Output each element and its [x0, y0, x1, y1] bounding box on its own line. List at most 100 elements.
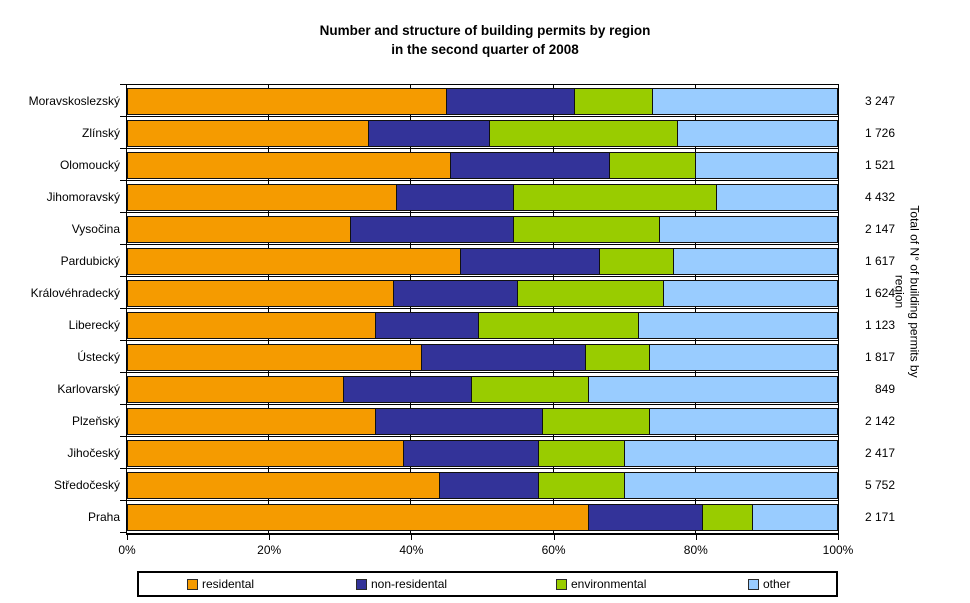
bar-segment-environmental [478, 311, 639, 339]
region-label: Ústecký [77, 350, 120, 364]
region-label: Jihočeský [67, 446, 120, 460]
bar-segment-other [624, 471, 838, 499]
region-label: Královéhradecký [30, 286, 120, 300]
category-tick [120, 276, 126, 277]
region-label: Karlovarský [57, 382, 120, 396]
category-separator-line [127, 404, 838, 405]
bar-segment-other [674, 247, 838, 275]
category-tick [120, 532, 126, 533]
total-value: 2 171 [864, 510, 895, 524]
region-label: Moravskoslezský [28, 94, 120, 108]
category-separator-line [127, 244, 838, 245]
total-value: 1 726 [864, 126, 895, 140]
region-label: Vysočina [71, 222, 120, 236]
category-tick [120, 372, 126, 373]
region-label: Plzeňský [71, 414, 120, 428]
non-residental-swatch-icon [356, 578, 367, 590]
category-tick [120, 404, 126, 405]
region-label: Liberecký [68, 318, 120, 332]
total-value: 1 123 [864, 318, 895, 332]
bar-row [127, 87, 838, 115]
bar-segment-non-residental [397, 183, 515, 211]
bar-segment-residental [127, 503, 590, 531]
bar-row [127, 215, 838, 243]
percent-tick [411, 535, 413, 540]
legend-label: non-residental [371, 577, 448, 591]
category-separator-line [127, 372, 838, 373]
bar-segment-non-residental [446, 87, 575, 115]
gridline [410, 85, 412, 533]
category-tick [120, 116, 126, 117]
percent-tick-label: 80% [683, 543, 708, 557]
bar-segment-residental [127, 247, 462, 275]
other-swatch-icon [748, 578, 759, 590]
category-separator-line [127, 468, 838, 469]
total-value: 1 617 [864, 254, 895, 268]
bar-segment-other [649, 407, 838, 435]
percent-tick [553, 535, 555, 540]
bar-segment-other [653, 87, 838, 115]
right-axis-title: Total of N° of building permits by regio… [895, 82, 922, 502]
total-value: 2 142 [864, 414, 895, 428]
bar-segment-other [678, 119, 838, 147]
environmental-swatch-icon [556, 578, 567, 590]
bar-segment-environmental [514, 215, 661, 243]
bar-segment-other [624, 439, 838, 467]
bar-row [127, 247, 838, 275]
bar-segment-non-residental [422, 343, 586, 371]
legend-item-environmental: environmental [556, 577, 646, 591]
bar-segment-non-residental [439, 471, 540, 499]
bar-segment-non-residental [589, 503, 703, 531]
bar-segment-non-residental [350, 215, 515, 243]
chart-title: Number and structure of building permits… [0, 21, 970, 59]
bar-segment-other [589, 375, 838, 403]
bar-segment-environmental [574, 87, 654, 115]
bar-segment-non-residental [375, 407, 543, 435]
bar-segment-other [717, 183, 838, 211]
total-value: 2 147 [864, 222, 895, 236]
percent-tick [695, 535, 697, 540]
bar-row [127, 375, 838, 403]
bar-segment-residental [127, 375, 344, 403]
total-value: 4 432 [864, 190, 895, 204]
bar-row [127, 279, 838, 307]
percent-tick-label: 40% [399, 543, 424, 557]
percent-tick-label: 60% [541, 543, 566, 557]
bar-row [127, 119, 838, 147]
region-label: Jihomoravský [46, 190, 120, 204]
bar-row [127, 503, 838, 531]
bar-segment-residental [127, 407, 376, 435]
total-value: 849 [874, 382, 895, 396]
bar-segment-environmental [702, 503, 753, 531]
category-tick [120, 308, 126, 309]
bar-segment-non-residental [404, 439, 540, 467]
category-tick [120, 500, 126, 501]
legend-item-other: other [748, 577, 790, 591]
total-value: 5 752 [864, 478, 895, 492]
bar-segment-residental [127, 279, 394, 307]
chart-title-line1: Number and structure of building permits… [319, 23, 651, 38]
bar-segment-residental [127, 151, 451, 179]
bar-segment-non-residental [343, 375, 472, 403]
total-value: 2 417 [864, 446, 895, 460]
category-tick [120, 180, 126, 181]
bar-segment-non-residental [375, 311, 479, 339]
bar-segment-environmental [518, 279, 664, 307]
region-label: Olomoucký [59, 158, 120, 172]
bar-segment-environmental [542, 407, 650, 435]
total-value: 3 247 [864, 94, 895, 108]
bar-segment-non-residental [393, 279, 519, 307]
bar-segment-environmental [599, 247, 675, 275]
total-value: 1 817 [864, 350, 895, 364]
bar-row [127, 471, 838, 499]
category-separator-line [127, 500, 838, 501]
bar-segment-residental [127, 471, 440, 499]
percent-tick-label: 100% [822, 543, 854, 557]
bar-segment-residental [127, 311, 376, 339]
category-separator-line [127, 180, 838, 181]
category-separator-line [127, 116, 838, 117]
bar-segment-environmental [610, 151, 696, 179]
bar-segment-residental [127, 439, 405, 467]
bar-segment-non-residental [368, 119, 490, 147]
plot-area [126, 84, 839, 535]
